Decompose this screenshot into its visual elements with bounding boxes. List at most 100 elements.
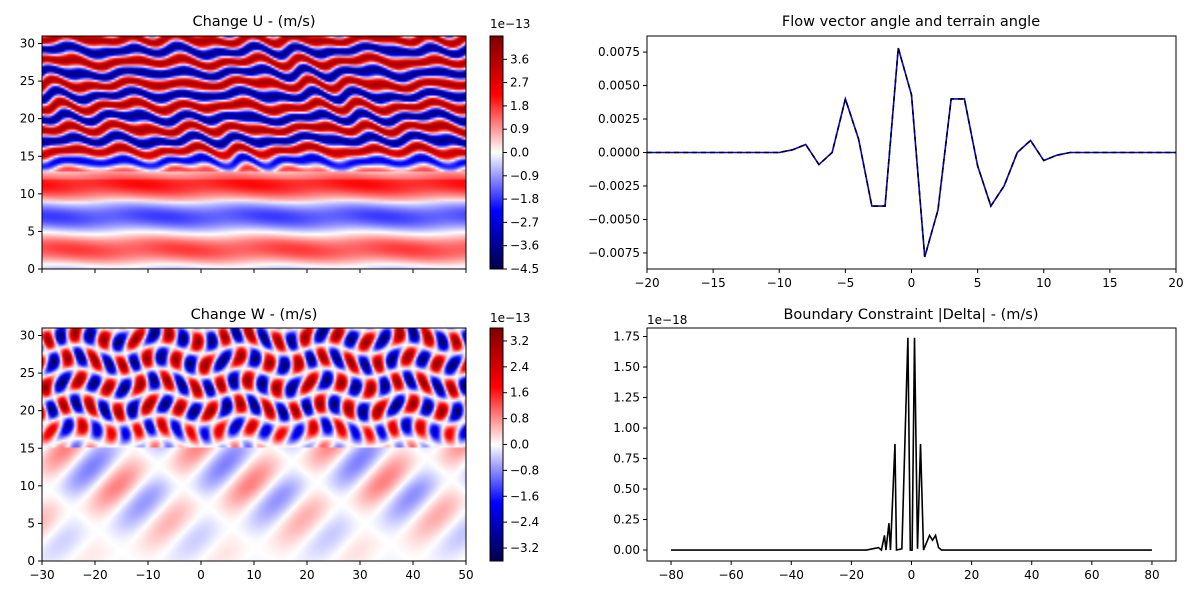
- x-ticks-change-w: −30 −20 −10 0 10 20 30 40 50: [29, 561, 474, 582]
- heatmap-change-u: [42, 36, 466, 269]
- x-change-w-tick-label: 0: [197, 568, 205, 582]
- cbar-change-w-tick-label: −1.6: [510, 489, 539, 503]
- colorbar-change-w: [490, 328, 503, 561]
- series-line-0: [671, 337, 1152, 552]
- x-flow-angle-tick-label: −15: [700, 276, 725, 290]
- x-boundary-constraint-tick-label: 60: [1084, 568, 1099, 582]
- y-boundary-constraint-tick-label: 1.50: [613, 360, 640, 374]
- y-flow-angle-tick-label: 0.0075: [598, 45, 640, 59]
- y-flow-angle-tick-label: 0.0050: [598, 79, 640, 93]
- y-change-w-tick-label: 0: [27, 554, 35, 568]
- y-ticks-boundary-constraint: 0.00 0.25 0.50 0.75 1.00 1.25 1.50 1.75: [613, 330, 647, 557]
- cbar-change-u-tick-label: 3.6: [510, 52, 529, 66]
- y-change-u-tick-label: 5: [27, 224, 35, 238]
- colorbar-offset-change-u: 1e−13: [490, 17, 530, 31]
- y-change-u-tick-label: 10: [20, 187, 35, 201]
- x-boundary-constraint-tick-label: 80: [1144, 568, 1159, 582]
- x-change-w-tick-label: 10: [246, 568, 261, 582]
- y-change-u-tick-label: 25: [20, 74, 35, 88]
- y-change-w-tick-label: 30: [20, 329, 35, 343]
- y-boundary-constraint-tick-label: 1.75: [613, 330, 640, 344]
- y-offset-boundary-constraint: 1e−18: [647, 313, 687, 327]
- cbar-change-u-tick-label: 0.0: [510, 146, 529, 160]
- y-ticks-flow-angle: 0.0075 0.0050 0.0025 0.0000 −0.0025 −0.0050 −0…: [588, 45, 647, 260]
- y-boundary-constraint-tick-label: 0.75: [613, 452, 640, 466]
- colorbar-ticks-change-w: 3.2 2.4 1.6 0.8 0.0 −0.8 −1.6 −2.4 −3.2: [503, 334, 539, 555]
- x-change-w-tick-label: −20: [82, 568, 107, 582]
- y-flow-angle-tick-label: −0.0050: [588, 212, 640, 226]
- y-change-u-tick-label: 20: [20, 112, 35, 126]
- cbar-change-u-tick-label: 2.7: [510, 76, 529, 90]
- panel-change-u: Change U - (m/s) 0 5 10 15 20 25 30 1e−13 3.6 2…: [20, 14, 539, 276]
- y-boundary-constraint-tick-label: 0.50: [613, 482, 640, 496]
- cbar-change-w-tick-label: 1.6: [510, 386, 529, 400]
- cbar-change-w-tick-label: 0.8: [510, 412, 529, 426]
- x-change-w-tick-label: 50: [458, 568, 473, 582]
- y-flow-angle-tick-label: 0.0000: [598, 146, 640, 160]
- x-change-w-tick-label: −10: [135, 568, 160, 582]
- x-ticks-flow-angle: −20 −15 −10 −5 0 5 10 15 20: [634, 269, 1184, 290]
- cbar-change-u-tick-label: 0.9: [510, 122, 529, 136]
- cbar-change-w-tick-label: −3.2: [510, 541, 539, 555]
- y-change-u-tick-label: 30: [20, 37, 35, 51]
- cbar-change-u-tick-label: −1.8: [510, 192, 539, 206]
- y-boundary-constraint-tick-label: 1.00: [613, 421, 640, 435]
- panel-boundary-constraint: Boundary Constraint |Delta| - (m/s) 1e−1…: [613, 307, 1177, 582]
- x-boundary-constraint-tick-label: −60: [718, 568, 743, 582]
- x-flow-angle-tick-label: 10: [1036, 276, 1051, 290]
- x-boundary-constraint-tick-label: 0: [908, 568, 916, 582]
- y-change-u-tick-label: 15: [20, 149, 35, 163]
- cbar-change-w-tick-label: −0.8: [510, 463, 539, 477]
- cbar-change-w-tick-label: 0.0: [510, 438, 529, 452]
- y-change-u-tick-label: 0: [27, 262, 35, 276]
- heatmap-change-w: [42, 328, 466, 561]
- cbar-change-u-tick-label: −2.7: [510, 215, 539, 229]
- x-boundary-constraint-tick-label: −80: [658, 568, 683, 582]
- series-boundary-constraint: [671, 337, 1152, 552]
- panel-flow-angle: Flow vector angle and terrain angle 0.00…: [588, 14, 1184, 290]
- x-boundary-constraint-tick-label: 20: [964, 568, 979, 582]
- y-change-w-tick-label: 25: [20, 366, 35, 380]
- colorbar-change-u: [490, 36, 503, 269]
- x-flow-angle-tick-label: −10: [767, 276, 792, 290]
- x-flow-angle-tick-label: 15: [1102, 276, 1117, 290]
- title-change-u: Change U - (m/s): [192, 14, 315, 30]
- y-change-w-tick-label: 10: [20, 479, 35, 493]
- colorbar-offset-change-w: 1e−13: [490, 311, 530, 325]
- y-change-w-tick-label: 5: [27, 516, 35, 530]
- x-change-w-tick-label: 40: [405, 568, 420, 582]
- x-boundary-constraint-tick-label: −40: [779, 568, 804, 582]
- y-change-w-tick-label: 20: [20, 404, 35, 418]
- y-flow-angle-tick-label: 0.0025: [598, 112, 640, 126]
- cbar-change-u-tick-label: −3.6: [510, 239, 539, 253]
- cbar-change-u-tick-label: −4.5: [510, 262, 539, 276]
- x-boundary-constraint-tick-label: 40: [1024, 568, 1039, 582]
- y-ticks-change-w: 0 5 10 15 20 25 30: [20, 329, 42, 568]
- cbar-change-w-tick-label: 3.2: [510, 334, 529, 348]
- series-line-1: [647, 47, 1176, 258]
- cbar-change-w-tick-label: 2.4: [510, 360, 529, 374]
- axes-frame-boundary-constraint: [646, 327, 1177, 562]
- x-flow-angle-tick-label: −20: [634, 276, 659, 290]
- title-boundary-constraint: Boundary Constraint |Delta| - (m/s): [783, 307, 1038, 323]
- y-boundary-constraint-tick-label: 0.00: [613, 543, 640, 557]
- cbar-change-u-tick-label: −0.9: [510, 169, 539, 183]
- colorbar-ticks-change-u: 3.6 2.7 1.8 0.9 0.0 −0.9 −1.8 −2.7 −3.6 −4.5: [503, 52, 539, 276]
- y-flow-angle-tick-label: −0.0025: [588, 179, 640, 193]
- x-flow-angle-tick-label: 20: [1168, 276, 1183, 290]
- x-boundary-constraint-tick-label: −20: [839, 568, 864, 582]
- x-change-w-tick-label: 30: [352, 568, 367, 582]
- cbar-change-w-tick-label: −2.4: [510, 515, 539, 529]
- x-flow-angle-tick-label: 5: [974, 276, 982, 290]
- x-flow-angle-tick-label: −5: [837, 276, 855, 290]
- title-flow-angle: Flow vector angle and terrain angle: [782, 14, 1040, 30]
- panel-change-w: Change W - (m/s) 0 5 10 15 20 25 30 −30 −20 −10 0…: [20, 307, 539, 582]
- x-ticks-change-u: [41, 269, 467, 273]
- cbar-change-u-tick-label: 1.8: [510, 99, 529, 113]
- y-flow-angle-tick-label: −0.0075: [588, 246, 640, 260]
- series-flow-angle: [647, 47, 1176, 258]
- title-change-w: Change W - (m/s): [191, 307, 318, 323]
- y-boundary-constraint-tick-label: 0.25: [613, 513, 640, 527]
- y-ticks-change-u: 0 5 10 15 20 25 30: [20, 37, 42, 276]
